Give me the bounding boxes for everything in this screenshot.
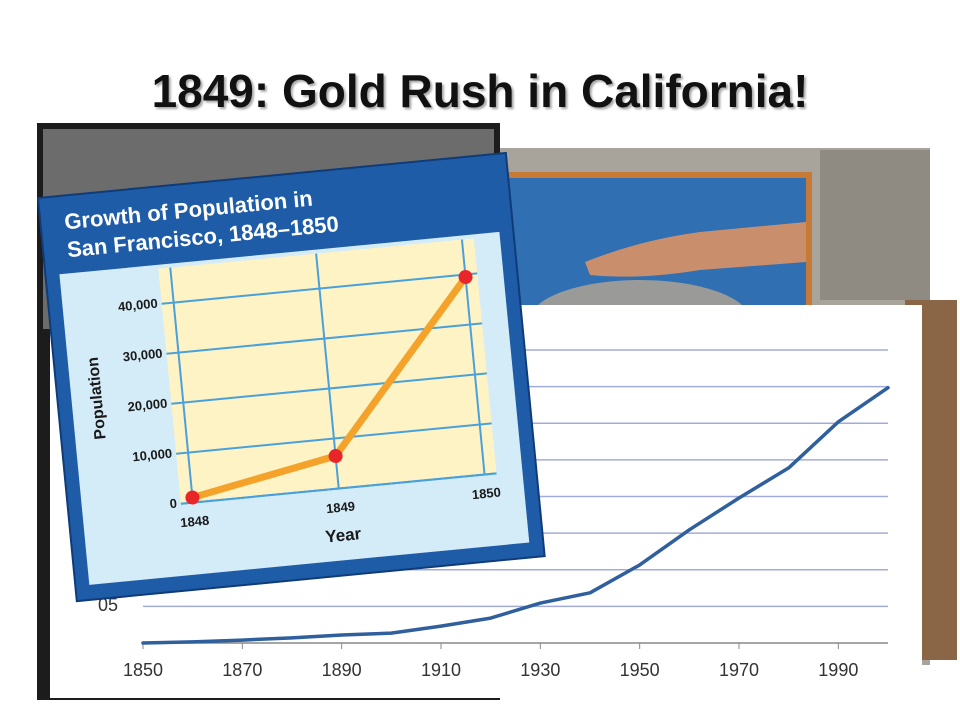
y-tick-label: 05 bbox=[98, 595, 118, 615]
x-tick-label: 1850 bbox=[123, 660, 163, 680]
arm bbox=[585, 222, 806, 277]
y-tick-label: 40,000 bbox=[117, 296, 158, 315]
x-axis bbox=[180, 472, 497, 505]
data-point bbox=[185, 490, 200, 505]
x-tick-label: 1950 bbox=[620, 660, 660, 680]
x-tick-label: 1970 bbox=[719, 660, 759, 680]
x-tick-label: 1930 bbox=[520, 660, 560, 680]
x-tick-label: 1848 bbox=[180, 513, 210, 531]
y-tick-label: 30,000 bbox=[122, 346, 163, 365]
y-tick-label: 10,000 bbox=[132, 446, 173, 465]
rock-texture bbox=[820, 150, 930, 300]
data-point bbox=[458, 270, 473, 285]
data-point bbox=[328, 449, 343, 464]
x-tick-label: 1849 bbox=[325, 499, 355, 517]
x-tick-label: 1870 bbox=[222, 660, 262, 680]
x-tick-label: 1910 bbox=[421, 660, 461, 680]
slide-title: 1849: Gold Rush in California! bbox=[152, 65, 809, 117]
x-axis-label: Year bbox=[324, 524, 362, 546]
x-tick-label: 1850 bbox=[471, 484, 501, 502]
x-tick-label: 1990 bbox=[818, 660, 858, 680]
data-line bbox=[141, 385, 890, 645]
x-tick-label: 1890 bbox=[322, 660, 362, 680]
y-tick-label: 0 bbox=[169, 496, 178, 512]
population-chart: 010,00020,00030,00040,000184818491850Pop… bbox=[36, 151, 546, 603]
y-tick-label: 20,000 bbox=[127, 396, 168, 415]
grid-line-vertical bbox=[169, 267, 194, 503]
